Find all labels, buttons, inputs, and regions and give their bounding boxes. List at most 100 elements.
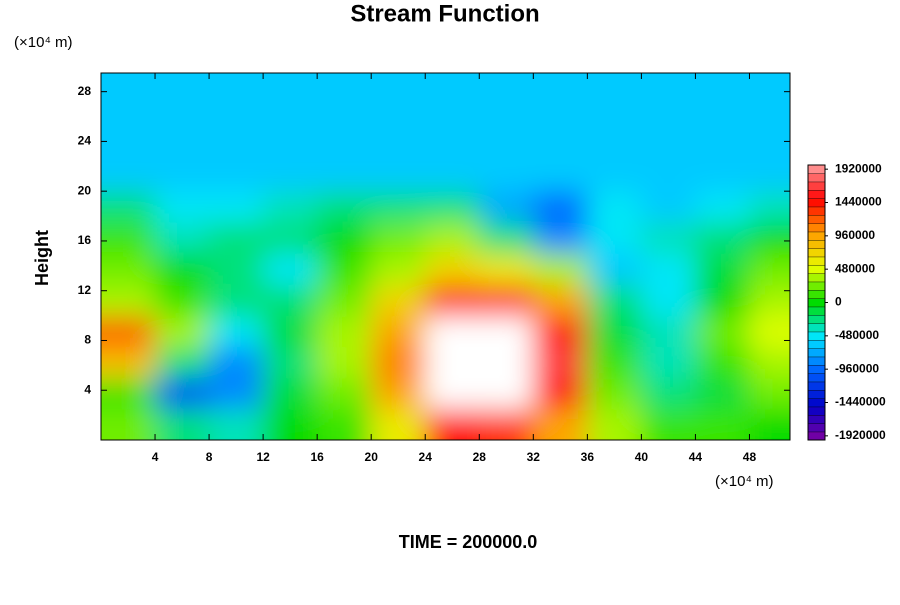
field-cell	[479, 346, 534, 379]
x-tick-label: 44	[689, 450, 703, 464]
field-cell	[317, 97, 372, 130]
field-cell	[101, 346, 156, 379]
field-cell	[533, 284, 588, 317]
colorbar-band	[807, 256, 826, 266]
field-cell	[209, 253, 264, 285]
colorbar-band	[807, 239, 826, 249]
field-cell	[101, 222, 156, 254]
field-cell	[749, 284, 790, 317]
field-cell	[317, 73, 372, 99]
field-cell	[533, 97, 588, 130]
colorbar-band	[807, 173, 826, 183]
field-cell	[533, 73, 588, 99]
colorbar-band	[807, 164, 826, 174]
field-cell	[533, 315, 588, 348]
field-cell	[533, 128, 588, 161]
field-cell	[101, 160, 156, 192]
field-cell	[371, 315, 426, 348]
field-cell	[155, 73, 210, 99]
field-cell	[749, 128, 790, 161]
y-tick-label: 20	[78, 183, 92, 197]
colorbar-band	[807, 339, 826, 349]
field-cell	[749, 253, 790, 285]
field-cell	[155, 408, 210, 440]
field-cell	[371, 73, 426, 99]
field-cell	[263, 73, 318, 99]
x-tick-label: 48	[743, 450, 757, 464]
field-cell	[371, 253, 426, 285]
field-cell	[155, 191, 210, 223]
field-cell	[749, 97, 790, 130]
field-cell	[317, 128, 372, 161]
field-cell	[101, 408, 156, 440]
x-tick-label: 32	[527, 450, 541, 464]
field-cell	[101, 97, 156, 130]
field-cell	[533, 253, 588, 285]
field-cell	[587, 284, 642, 317]
field-cell	[317, 222, 372, 254]
colorbar-tick-label: -480000	[835, 328, 879, 342]
field-cell	[263, 191, 318, 223]
colorbar-band	[807, 398, 826, 408]
field-cell	[425, 377, 480, 410]
field-cell	[263, 284, 318, 317]
field-cell	[263, 253, 318, 285]
field-cell	[209, 377, 264, 410]
colorbar-band	[807, 281, 826, 291]
field-cell	[533, 191, 588, 223]
field-cell	[479, 377, 534, 410]
field-cell	[155, 253, 210, 285]
x-unit: (×10⁴ m)	[715, 473, 774, 490]
colorbar-tick-label: 1920000	[835, 161, 882, 175]
field-cell	[749, 73, 790, 99]
field-cell	[749, 408, 790, 440]
field-cell	[587, 160, 642, 192]
field-cell	[533, 377, 588, 410]
y-tick-label: 16	[78, 233, 92, 247]
field-cell	[641, 97, 696, 130]
colorbar-band	[807, 289, 826, 299]
field-cell	[263, 346, 318, 379]
field-cell	[209, 128, 264, 161]
field-cell	[749, 191, 790, 223]
field-cell	[101, 73, 156, 99]
field-cell	[371, 284, 426, 317]
colorbar-tick-label: 1440000	[835, 195, 882, 209]
field-cell	[587, 191, 642, 223]
colorbar-band	[807, 273, 826, 283]
field-cell	[587, 253, 642, 285]
colorbar-band	[807, 298, 826, 308]
field-cell	[263, 222, 318, 254]
field-cell	[263, 377, 318, 410]
field-cell	[587, 128, 642, 161]
field-cell	[479, 160, 534, 192]
field-cell	[533, 346, 588, 379]
field-cell	[587, 97, 642, 130]
chart-title: Stream Function	[350, 0, 539, 27]
field-cell	[101, 253, 156, 285]
colorbar-band	[807, 189, 826, 199]
colorbar-band	[807, 431, 826, 441]
colorbar-band	[807, 214, 826, 224]
y-tick-label: 24	[78, 134, 92, 148]
y-tick-label: 4	[84, 382, 91, 396]
field-cell	[479, 97, 534, 130]
field-cell	[695, 315, 750, 348]
field-cell	[317, 253, 372, 285]
field-cell	[317, 160, 372, 192]
field-cell	[533, 222, 588, 254]
field-cell	[101, 377, 156, 410]
field-cell	[695, 346, 750, 379]
field-cell	[155, 160, 210, 192]
field-cell	[371, 222, 426, 254]
field-cell	[209, 315, 264, 348]
field-cell	[641, 408, 696, 440]
field-cell	[425, 253, 480, 285]
field-cell	[695, 284, 750, 317]
field-cell	[641, 284, 696, 317]
colorbar-band	[807, 423, 826, 433]
field-cell	[695, 377, 750, 410]
field-cell	[425, 97, 480, 130]
field-cell	[263, 128, 318, 161]
